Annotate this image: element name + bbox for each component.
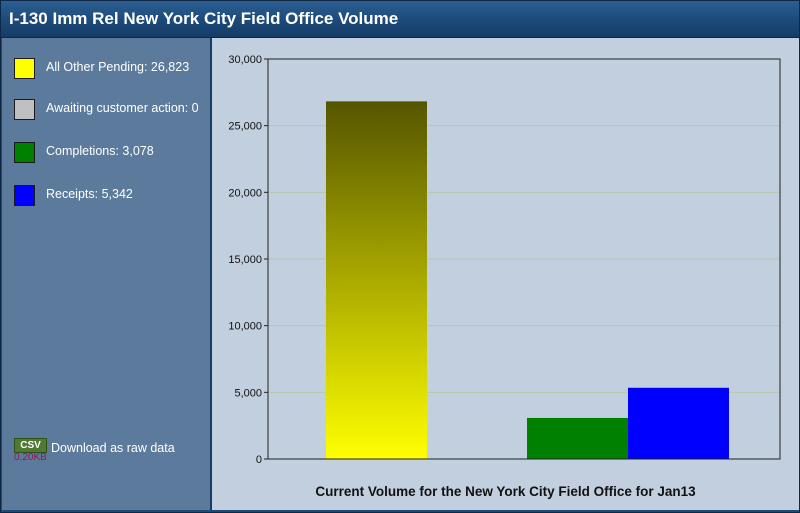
y-tick-label: 15,000: [228, 254, 262, 266]
legend-label: Completions: 3,078: [46, 144, 154, 158]
bar-all-other-pending[interactable]: [326, 101, 427, 460]
legend-swatch: [14, 58, 35, 79]
plot-frame: [267, 58, 781, 460]
y-tick-label: 0: [256, 454, 262, 466]
legend-label: Receipts: 5,342: [46, 187, 133, 201]
legend-swatch: [14, 185, 35, 206]
legend-label: All Other Pending: 26,823: [46, 60, 190, 74]
y-tick-label: 20,000: [228, 187, 262, 199]
bar-chart: 0 5,000 10,000 15,000 20,000 25,000 30,000: [228, 54, 781, 466]
csv-file-size: 0.20KB: [14, 452, 47, 463]
legend-swatch: [14, 99, 35, 120]
legend-label: Awaiting customer action: 0: [46, 101, 199, 115]
y-tick-label: 10,000: [228, 321, 262, 333]
download-csv-link[interactable]: CSV 0.20KB Download as raw data: [14, 438, 204, 468]
chart-panel: 0 5,000 10,000 15,000 20,000 25,000 30,000 Cur…: [212, 38, 799, 510]
y-tick-label: 30,000: [228, 54, 262, 66]
legend-item-all-other-pending: All Other Pending: 26,823: [14, 58, 209, 80]
title-bar: I-130 Imm Rel New York City Field Office…: [1, 1, 799, 38]
y-tick-label: 25,000: [228, 121, 262, 133]
bar-completions[interactable]: [527, 417, 628, 459]
csv-icon[interactable]: CSV: [14, 438, 47, 453]
download-raw-data-label[interactable]: Download as raw data: [51, 441, 175, 455]
legend-item-completions: Completions: 3,078: [14, 142, 209, 164]
y-tick-label: 5,000: [234, 387, 262, 399]
legend-item-receipts: Receipts: 5,342: [14, 185, 209, 207]
bar-receipts[interactable]: [628, 387, 729, 459]
legend-panel: All Other Pending: 26,823 Awaiting custo…: [2, 38, 212, 510]
legend-item-awaiting-customer-action: Awaiting customer action: 0: [14, 99, 209, 121]
widget-title: I-130 Imm Rel New York City Field Office…: [9, 9, 399, 28]
legend-swatch: [14, 142, 35, 163]
chart-title: Current Volume for the New York City Fie…: [315, 484, 696, 499]
